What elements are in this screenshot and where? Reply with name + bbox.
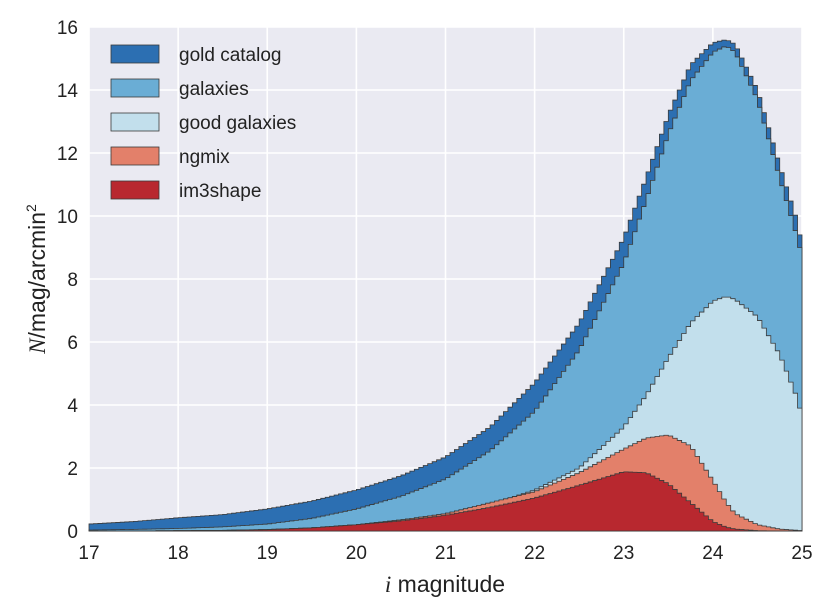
series-area-galaxies	[88, 46, 803, 532]
legend-swatch-ngmix	[110, 146, 160, 166]
y-tick-label: 0	[67, 522, 78, 543]
series-group	[88, 39, 803, 532]
x-tick-label: 22	[524, 543, 545, 564]
y-tick-label: 10	[57, 207, 78, 228]
legend-swatch-galaxies	[110, 78, 160, 98]
x-tick-label: 21	[435, 543, 456, 564]
legend: gold catalog galaxies good galaxies ngmix im…	[110, 44, 296, 202]
x-axis-ticks: 17 18 19 20 21 22 23 24 25	[78, 543, 812, 564]
x-tick-label: 23	[613, 543, 634, 564]
legend-label-im3shape: im3shape	[179, 181, 261, 202]
legend-swatch-gold-catalog	[110, 44, 160, 64]
series-area-im3shape	[89, 471, 802, 532]
legend-label-gold-catalog: gold catalog	[179, 45, 281, 66]
legend-label-good-galaxies: good galaxies	[179, 113, 296, 134]
y-tick-label: 6	[67, 333, 78, 354]
legend-label-galaxies: galaxies	[179, 79, 249, 100]
y-axis-ticks: 0 2 4 6 8 10 12 14 16	[57, 18, 79, 543]
y-axis-label: N/mag/arcmin2	[23, 204, 50, 355]
y-tick-label: 12	[57, 144, 78, 165]
x-tick-label: 19	[257, 543, 278, 564]
y-tick-label: 2	[67, 459, 78, 480]
x-axis-label: i magnitude	[385, 571, 505, 597]
x-tick-label: 25	[791, 543, 812, 564]
x-tick-label: 24	[702, 543, 724, 564]
x-tick-label: 20	[346, 543, 367, 564]
y-tick-label: 14	[57, 81, 79, 102]
x-tick-label: 17	[78, 543, 99, 564]
x-tick-label: 18	[168, 543, 189, 564]
y-tick-label: 4	[67, 396, 78, 417]
legend-swatch-good-galaxies	[110, 112, 160, 132]
y-tick-label: 8	[67, 270, 78, 291]
legend-swatch-im3shape	[110, 180, 160, 200]
legend-label-ngmix: ngmix	[179, 147, 230, 168]
y-tick-label: 16	[57, 18, 78, 39]
